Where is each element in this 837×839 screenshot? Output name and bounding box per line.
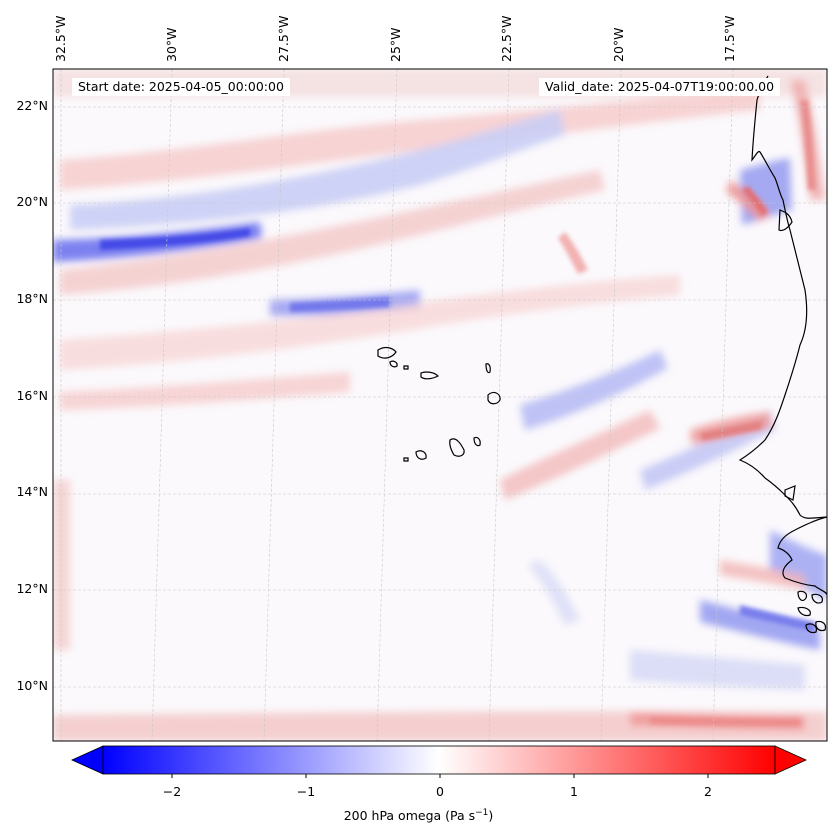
valid-date-label: Valid_date: 2025-04-07T19:00:00.00 bbox=[539, 78, 781, 96]
colorbar-tick-2: 2 bbox=[704, 784, 712, 799]
lon-label-20w: 20°W bbox=[611, 27, 626, 62]
lat-label-20n: 20°N bbox=[16, 194, 48, 209]
colorbar-label-sup: −1 bbox=[475, 808, 489, 818]
colorbar-label-main: 200 hPa omega (Pa s bbox=[343, 808, 476, 824]
colorbar-label: 200 hPa omega (Pa s−1) bbox=[0, 808, 837, 823]
cape-verde-islands bbox=[377, 346, 501, 462]
lat-label-14n: 14°N bbox=[16, 484, 48, 499]
colorbar-tick-neg1: −1 bbox=[296, 784, 316, 799]
lat-label-12n: 12°N bbox=[16, 581, 48, 596]
colorbar bbox=[71, 745, 807, 778]
colorbar-tick-1: 1 bbox=[570, 784, 578, 799]
start-date-label: Start date: 2025-04-05_00:00:00 bbox=[72, 78, 290, 96]
omega-detail bbox=[100, 100, 816, 726]
lat-label-10n: 10°N bbox=[16, 678, 48, 693]
map-frame bbox=[52, 68, 828, 742]
colorbar-tick-0: 0 bbox=[436, 784, 444, 799]
lon-label-22-5w: 22.5°W bbox=[499, 15, 514, 62]
lat-label-22n: 22°N bbox=[16, 98, 48, 113]
colorbar-label-close: ) bbox=[488, 808, 494, 824]
lat-label-16n: 16°N bbox=[16, 388, 48, 403]
lon-label-25w: 25°W bbox=[388, 27, 403, 62]
colorbar-extend-max bbox=[774, 745, 807, 775]
colorbar-extend-min bbox=[71, 745, 104, 775]
gridlines bbox=[53, 69, 827, 741]
lat-label-18n: 18°N bbox=[16, 291, 48, 306]
omega-field bbox=[53, 69, 827, 741]
lon-label-17-5w: 17.5°W bbox=[722, 15, 737, 62]
colorbar-ramp bbox=[102, 745, 776, 775]
colorbar-tick-neg2: −2 bbox=[162, 784, 182, 799]
lon-label-27-5w: 27.5°W bbox=[276, 15, 291, 62]
lon-label-32-5w: 32.5°W bbox=[53, 15, 68, 62]
colorbar-ticks bbox=[171, 774, 709, 778]
lon-label-30w: 30°W bbox=[164, 27, 179, 62]
